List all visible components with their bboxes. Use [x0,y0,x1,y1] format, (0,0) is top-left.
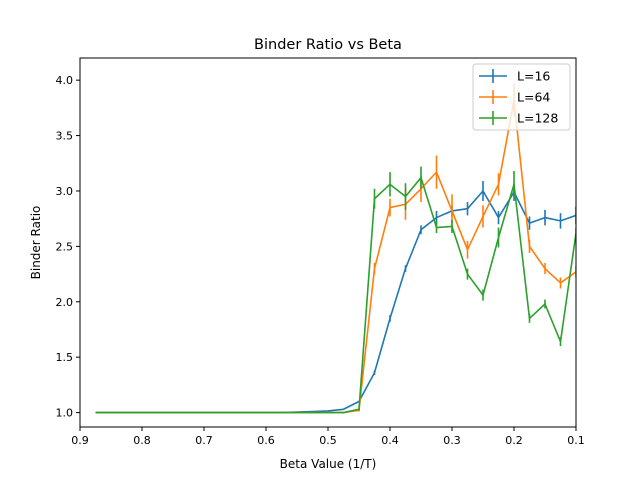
legend-entry: L=128 [479,111,558,126]
legend-label: L=128 [517,111,558,126]
x-tick-label: 0.7 [195,434,213,447]
y-tick-label: 3.0 [56,185,74,198]
legend-label: L=16 [517,69,550,84]
y-tick-label: 4.0 [56,74,74,87]
x-tick-label: 0.4 [381,434,399,447]
x-axis-label: Beta Value (1/T) [280,457,377,471]
x-tick-label: 0.3 [443,434,461,447]
y-tick-label: 2.0 [56,296,74,309]
x-tick-label: 0.6 [257,434,275,447]
y-tick-label: 3.5 [56,130,74,143]
y-axis-ticks: 1.0 1.5 2.0 2.5 3.0 3.5 4.0 [56,74,80,420]
y-tick-label: 2.5 [56,240,74,253]
x-tick-label: 0.9 [71,434,89,447]
y-tick-label: 1.5 [56,351,74,364]
legend-entry: L=64 [479,90,550,105]
legend-label: L=64 [517,90,550,105]
x-tick-label: 0.2 [505,434,523,447]
y-axis-label: Binder Ratio [29,206,43,280]
chart-title: Binder Ratio vs Beta [254,37,402,53]
series-L=128 [95,166,576,414]
legend-entry: L=16 [479,69,550,84]
x-tick-label: 0.1 [567,434,585,447]
series-layer [95,83,576,414]
x-axis-ticks: 0.9 0.8 0.7 0.6 0.5 0.4 0.3 0.2 0.1 [71,427,585,447]
x-tick-label: 0.8 [133,434,151,447]
series-line [95,176,576,414]
legend: L=16 L=64 L=128 [472,63,571,131]
y-tick-label: 1.0 [56,407,74,420]
legend-box [472,63,571,131]
x-tick-label: 0.5 [319,434,337,447]
axes-frame [79,57,577,428]
